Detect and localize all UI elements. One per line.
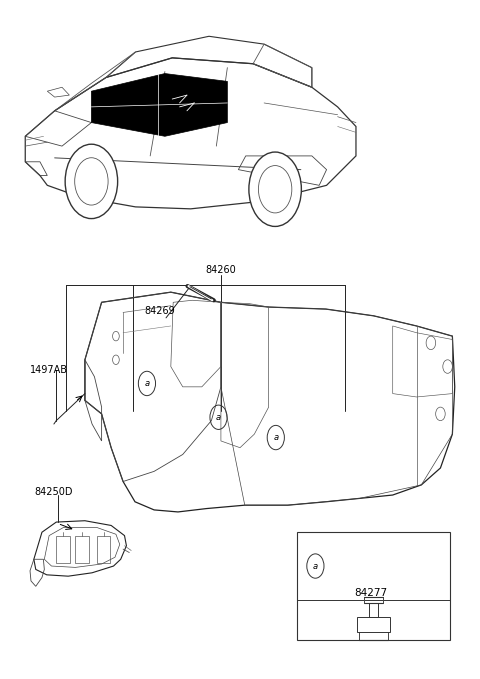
Text: 84269: 84269 (144, 306, 175, 316)
Text: a: a (216, 413, 221, 422)
Polygon shape (91, 73, 228, 136)
Text: a: a (144, 379, 149, 388)
Circle shape (65, 144, 118, 219)
Bar (297, 532, 450, 640)
Bar (97, 536, 110, 563)
Bar (357, 617, 390, 632)
Bar (75, 536, 89, 563)
Circle shape (249, 152, 301, 226)
Text: 84250D: 84250D (35, 487, 73, 496)
Text: a: a (273, 433, 278, 442)
Bar (56, 536, 70, 563)
Text: a: a (313, 562, 318, 570)
Text: 84277: 84277 (355, 588, 388, 598)
Text: 84260: 84260 (205, 265, 236, 275)
Text: 1497AB: 1497AB (30, 365, 68, 375)
Bar (369, 602, 378, 617)
